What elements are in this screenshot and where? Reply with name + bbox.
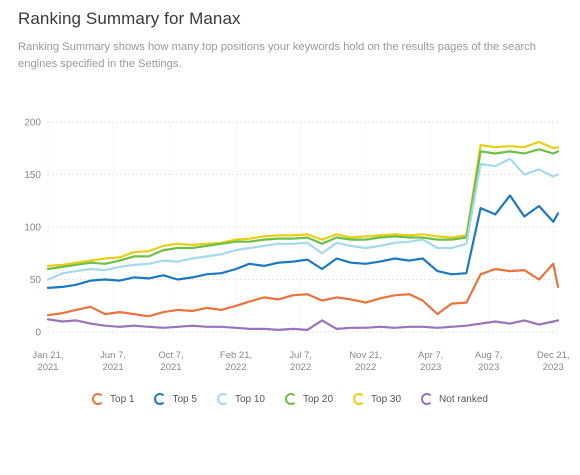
chart-subtitle: Ranking Summary shows how many top posit… [18,41,536,70]
y-tick-label: 50 [30,275,42,286]
series-line-not-ranked [46,318,560,331]
legend-swatch-icon [216,393,229,405]
x-tick-label-year: 2021 [160,362,181,373]
x-tick-label-year: 2022 [290,362,311,373]
legend-item-top-5[interactable]: Top 5 [154,393,197,405]
x-tick-label-year: 2022 [355,362,376,373]
x-tick-label: Jun 7, [100,350,126,361]
legend-item-top-1[interactable]: Top 1 [92,393,134,405]
x-tick-label: Oct 7, [158,350,183,361]
x-tick-label-year: 2021 [102,362,123,373]
x-tick-label: Nov 21, [349,350,382,361]
legend-label: Top 10 [234,393,265,405]
x-tick-label: Dec 21, [537,350,570,361]
chart-title: Ranking Summary for Manax [18,9,241,28]
legend-label: Not ranked [439,393,488,405]
legend-item-not-ranked[interactable]: Not ranked [421,393,488,405]
series-line-top-30 [46,140,560,267]
y-tick-label: 0 [35,328,41,339]
legend-swatch-icon [353,393,366,405]
legend-label: Top 30 [371,393,402,405]
series-line-top-1 [46,262,560,318]
chart-legend: Top 1 Top 5 Top 10 Top 20 Top 30 Not ranked [0,393,580,405]
legend-swatch-icon [421,393,434,405]
x-tick-label-year: 2023 [478,362,499,373]
series-line-top-10 [46,157,560,281]
x-tick-label: Feb 21, [220,350,252,361]
legend-swatch-icon [284,393,297,405]
series-line-top-5 [46,194,560,289]
legend-swatch-icon [154,393,167,405]
legend-label: Top 5 [172,393,197,405]
x-tick-label: Jul 7, [289,350,312,361]
x-tick-label: Apr 7, [418,350,443,361]
x-tick-label-year: 2023 [420,362,441,373]
legend-swatch-icon [92,393,105,405]
legend-item-top-30[interactable]: Top 30 [353,393,401,405]
x-tick-label-year: 2021 [37,362,58,373]
x-tick-label: Jan 21, [32,350,63,361]
series-line-top-20 [46,148,560,271]
y-tick-label: 200 [24,118,41,129]
legend-label: Top 20 [302,393,334,405]
x-tick-label: Aug 7, [475,350,502,361]
legend-item-top-10[interactable]: Top 10 [216,393,265,405]
y-tick-label: 150 [24,170,41,181]
y-tick-label: 100 [24,223,41,234]
x-tick-label-year: 2023 [543,362,564,373]
legend-label: Top 1 [110,393,135,405]
x-tick-label-year: 2022 [225,362,246,373]
legend-item-top-20[interactable]: Top 20 [284,393,334,405]
